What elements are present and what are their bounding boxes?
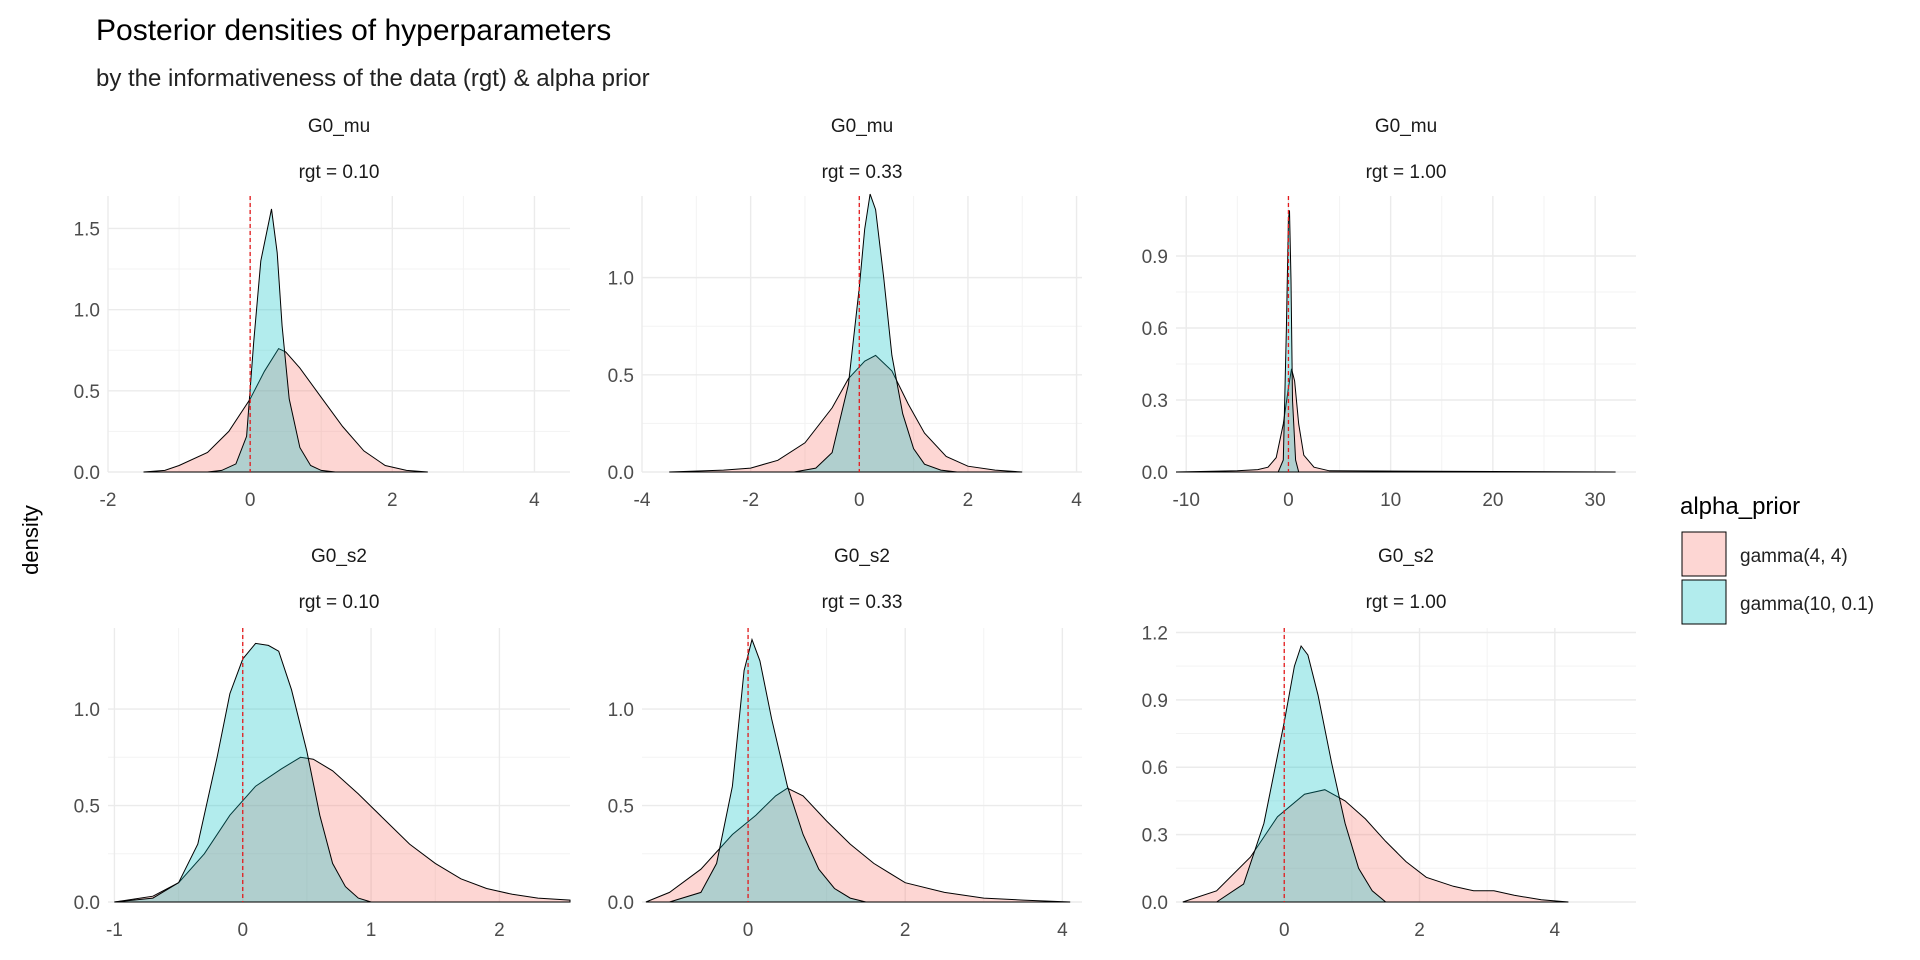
- x-tick-label: 4: [529, 490, 540, 511]
- strip-facet-label: G0_mu: [1375, 116, 1437, 137]
- strip-rgt-label: rgt = 0.33: [822, 162, 903, 183]
- x-tick-label: 10: [1380, 490, 1401, 511]
- strip-rgt-label: rgt = 1.00: [1366, 592, 1447, 613]
- x-tick-label: 2: [963, 490, 974, 511]
- y-tick-label: 1.5: [74, 219, 100, 240]
- y-tick-label: 0.3: [1142, 826, 1168, 847]
- x-tick-label: -4: [634, 490, 651, 511]
- strip-facet-label: G0_mu: [308, 116, 370, 137]
- y-tick-label: 0.6: [1142, 319, 1168, 340]
- y-tick-label: 1.0: [74, 700, 100, 721]
- density-area-gamma-4-4: [1175, 368, 1616, 473]
- legend-title: alpha_prior: [1680, 493, 1800, 520]
- x-tick-label: 0: [854, 490, 865, 511]
- y-tick-label: 0.5: [74, 382, 100, 403]
- x-tick-label: -10: [1172, 490, 1199, 511]
- x-tick-label: 0: [245, 490, 256, 511]
- y-tick-label: 1.2: [1142, 623, 1168, 644]
- x-tick-label: -2: [742, 490, 759, 511]
- y-tick-label: 1.0: [74, 301, 100, 322]
- density-area-gamma-10-0-1: [1214, 644, 1388, 903]
- y-tick-label: 0.9: [1142, 247, 1168, 268]
- strip-rgt-label: rgt = 0.33: [822, 592, 903, 613]
- legend-label-gamma-10-0-1: gamma(10, 0.1): [1740, 594, 1874, 615]
- y-tick-label: 0.0: [74, 893, 100, 914]
- density-area-gamma-4-4: [114, 756, 571, 903]
- strip-facet-label: G0_s2: [834, 546, 890, 567]
- x-tick-label: 2: [900, 920, 911, 941]
- strip-facet-label: G0_s2: [311, 546, 367, 567]
- x-tick-label: 4: [1071, 490, 1082, 511]
- x-tick-label: 2: [494, 920, 505, 941]
- x-tick-label: 30: [1585, 490, 1606, 511]
- y-tick-label: 0.0: [608, 463, 634, 484]
- legend-key-gamma-4-4: [1681, 531, 1727, 577]
- density-area-gamma-4-4: [143, 347, 428, 473]
- strip-facet-label: G0_s2: [1378, 546, 1434, 567]
- x-tick-label: 0: [743, 920, 754, 941]
- x-tick-label: 2: [387, 490, 398, 511]
- strip-facet-label: G0_mu: [831, 116, 893, 137]
- y-tick-label: 1.0: [608, 700, 634, 721]
- density-area-gamma-4-4: [669, 354, 1023, 473]
- density-area-gamma-10-0-1: [669, 637, 867, 903]
- y-tick-label: 0.3: [1142, 391, 1168, 412]
- y-tick-label: 0.0: [1142, 893, 1168, 914]
- x-tick-label: 0: [237, 920, 248, 941]
- x-tick-label: 0: [1283, 490, 1294, 511]
- density-area-gamma-10-0-1: [207, 208, 336, 473]
- y-tick-label: 0.5: [74, 797, 100, 818]
- y-tick-label: 1.0: [608, 269, 634, 290]
- density-area-gamma-10-0-1: [1277, 210, 1300, 473]
- y-axis-label: density: [18, 505, 43, 575]
- strip-rgt-label: rgt = 0.10: [299, 162, 380, 183]
- strip-rgt-label: rgt = 0.10: [299, 592, 380, 613]
- x-tick-label: 4: [1057, 920, 1068, 941]
- legend-label-gamma-4-4: gamma(4, 4): [1740, 546, 1848, 567]
- y-tick-label: 0.9: [1142, 691, 1168, 712]
- strip-rgt-label: rgt = 1.00: [1366, 162, 1447, 183]
- x-tick-label: 1: [366, 920, 377, 941]
- y-tick-label: 0.5: [608, 366, 634, 387]
- x-tick-label: 0: [1279, 920, 1290, 941]
- chart-subtitle: by the informativeness of the data (rgt)…: [96, 65, 650, 92]
- x-tick-label: 2: [1414, 920, 1425, 941]
- density-area-gamma-4-4: [645, 787, 1071, 903]
- x-tick-label: 20: [1482, 490, 1503, 511]
- y-tick-label: 0.5: [608, 797, 634, 818]
- density-area-gamma-10-0-1: [794, 193, 958, 473]
- x-tick-label: 4: [1550, 920, 1561, 941]
- x-tick-label: -2: [100, 490, 117, 511]
- chart-title: Posterior densities of hyperparameters: [96, 14, 611, 47]
- legend: alpha_prior gamma(4, 4) gamma(10, 0.1): [1680, 493, 1874, 625]
- y-tick-label: 0.0: [608, 893, 634, 914]
- y-tick-label: 0.0: [1142, 463, 1168, 484]
- y-tick-label: 0.6: [1142, 758, 1168, 779]
- x-tick-label: -1: [106, 920, 123, 941]
- legend-key-gamma-10-0-1: [1681, 579, 1727, 625]
- density-area-gamma-10-0-1: [114, 642, 372, 903]
- density-area-gamma-4-4: [1182, 789, 1569, 903]
- y-tick-label: 0.0: [74, 463, 100, 484]
